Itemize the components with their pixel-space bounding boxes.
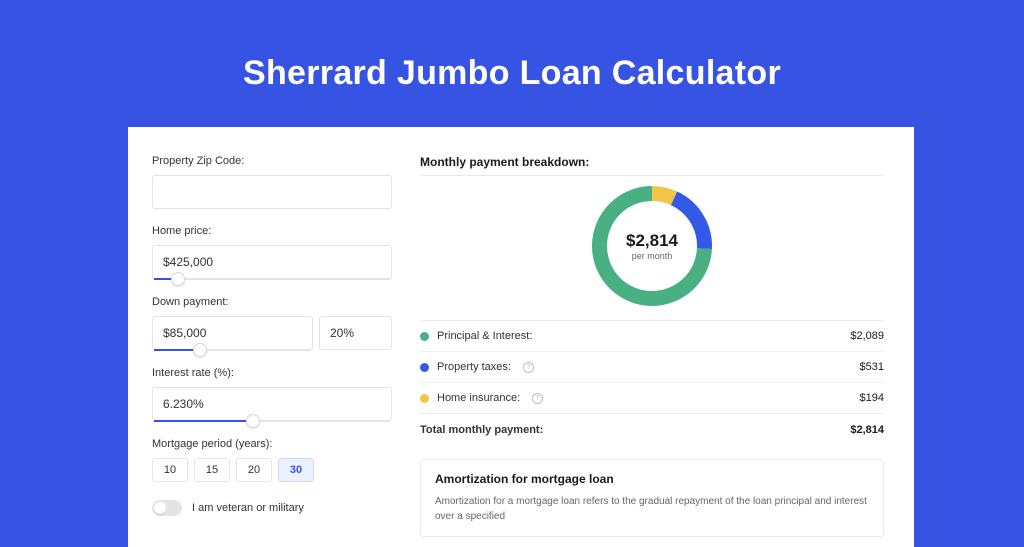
divider [420,175,884,176]
legend-label: Property taxes: [437,361,511,373]
page-title: Sherrard Jumbo Loan Calculator [0,0,1024,93]
donut-amount: $2,814 [626,231,678,251]
legend: Principal & Interest: $2,089 Property taxe… [420,320,884,413]
slider-thumb[interactable] [193,343,207,357]
breakdown-title: Monthly payment breakdown: [420,155,884,169]
veteran-toggle[interactable] [152,500,182,516]
legend-dot [420,363,429,372]
veteran-label: I am veteran or military [192,502,304,514]
interest-rate-slider[interactable] [154,420,390,422]
down-payment-label: Down payment: [152,296,392,308]
legend-dot [420,332,429,341]
veteran-row: I am veteran or military [152,500,392,516]
home-price-label: Home price: [152,225,392,237]
home-price-slider[interactable] [154,278,390,280]
amortization-box: Amortization for mortgage loan Amortizat… [420,459,884,537]
amortization-title: Amortization for mortgage loan [435,472,869,486]
legend-value: $2,089 [850,330,884,342]
interest-rate-group: Interest rate (%): [152,367,392,422]
period-row: 10152030 [152,458,392,482]
down-payment-group: Down payment: [152,296,392,351]
mortgage-period-group: Mortgage period (years): 10152030 [152,438,392,482]
down-payment-input[interactable] [152,316,313,350]
zip-group: Property Zip Code: [152,155,392,209]
home-price-input[interactable] [152,245,392,279]
home-price-group: Home price: [152,225,392,280]
help-icon[interactable]: ? [532,393,543,404]
legend-value: $194 [860,392,884,404]
down-payment-slider[interactable] [154,349,311,351]
inputs-column: Property Zip Code: Home price: Down paym… [152,155,392,547]
slider-fill [154,420,253,422]
down-payment-pct-input[interactable] [319,316,392,350]
slider-thumb[interactable] [246,414,260,428]
donut-sub: per month [632,251,673,261]
amortization-text: Amortization for a mortgage loan refers … [435,494,869,524]
period-option-20[interactable]: 20 [236,458,272,482]
interest-rate-label: Interest rate (%): [152,367,392,379]
period-option-15[interactable]: 15 [194,458,230,482]
donut-center: $2,814 per month [592,186,712,306]
legend-row: Principal & Interest: $2,089 [420,320,884,351]
zip-label: Property Zip Code: [152,155,392,167]
legend-label: Principal & Interest: [437,330,532,342]
breakdown-column: Monthly payment breakdown: $2,814 per mo… [420,155,884,547]
donut-wrap: $2,814 per month [420,186,884,306]
zip-input[interactable] [152,175,392,209]
interest-rate-input[interactable] [152,387,392,421]
total-label: Total monthly payment: [420,424,543,436]
legend-label: Home insurance: [437,392,520,404]
slider-thumb[interactable] [171,272,185,286]
legend-row: Property taxes:? $531 [420,351,884,382]
calculator-panel: Property Zip Code: Home price: Down paym… [128,127,914,547]
donut-chart: $2,814 per month [592,186,712,306]
legend-value: $531 [860,361,884,373]
legend-dot [420,394,429,403]
legend-row: Home insurance:? $194 [420,382,884,413]
help-icon[interactable]: ? [523,362,534,373]
total-row: Total monthly payment: $2,814 [420,413,884,445]
total-value: $2,814 [850,424,884,436]
period-option-10[interactable]: 10 [152,458,188,482]
period-option-30[interactable]: 30 [278,458,314,482]
mortgage-period-label: Mortgage period (years): [152,438,392,450]
